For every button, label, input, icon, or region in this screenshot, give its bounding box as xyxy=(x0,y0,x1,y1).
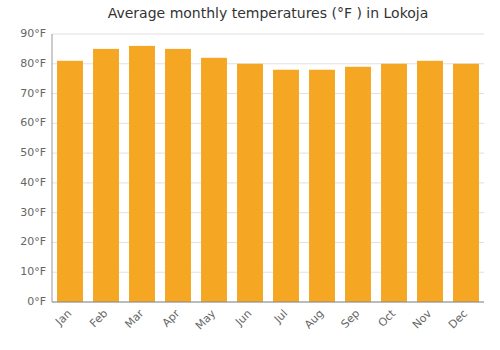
y-tick-label: 50°F xyxy=(20,146,46,159)
bar xyxy=(57,61,83,302)
x-tick-label: Dec xyxy=(446,307,470,331)
x-tick-label: Nov xyxy=(410,307,435,332)
bars xyxy=(57,46,479,302)
x-tick-label: Oct xyxy=(376,307,399,330)
bar xyxy=(309,70,335,302)
page: {"chart_data": {"type": "bar", "title": … xyxy=(0,0,500,350)
grid-line xyxy=(52,34,484,35)
y-tick-label: 30°F xyxy=(20,206,46,219)
grid xyxy=(52,34,484,302)
x-tick-label: Mar xyxy=(122,307,146,331)
bar xyxy=(129,46,155,302)
x-tick-label: Jun xyxy=(232,307,254,329)
y-tick-label: 90°F xyxy=(20,27,46,40)
x-tick-label: May xyxy=(193,307,219,333)
bar xyxy=(417,61,443,302)
y-tick-label: 20°F xyxy=(20,235,46,248)
y-tick-label: 60°F xyxy=(20,116,46,129)
x-axis-line xyxy=(52,302,484,303)
x-tick-label: Apr xyxy=(160,307,183,330)
chart-container: 0°F 10°F 20°F 30°F 40°F 50°F 60°F 70°F 80°F 90°F J… xyxy=(0,0,500,350)
x-tick-label: Jan xyxy=(52,307,74,329)
x-tick-label: Jul xyxy=(271,307,290,326)
y-axis-line xyxy=(52,34,53,302)
bar xyxy=(381,64,407,302)
bar xyxy=(273,70,299,302)
bar xyxy=(453,64,479,302)
bar xyxy=(345,67,371,302)
bar xyxy=(93,49,119,302)
bar xyxy=(237,64,263,302)
title: Average monthly temperatures (°F ) in Lo… xyxy=(108,5,429,21)
x-tick-label: Sep xyxy=(338,307,362,331)
y-tick-label: 80°F xyxy=(20,57,46,70)
bar xyxy=(201,58,227,302)
x-tick-label: Feb xyxy=(87,307,110,330)
y-tick-label: 70°F xyxy=(20,87,46,100)
bar xyxy=(165,49,191,302)
x-tick-label: Aug xyxy=(302,307,326,331)
grid-line xyxy=(52,302,484,303)
y-tick-label: 40°F xyxy=(20,176,46,189)
y-tick-label: 0°F xyxy=(27,295,46,308)
y-tick-label: 10°F xyxy=(20,265,46,278)
chart-svg: 0°F 10°F 20°F 30°F 40°F 50°F 60°F 70°F 80°F 90°F J… xyxy=(0,0,500,350)
